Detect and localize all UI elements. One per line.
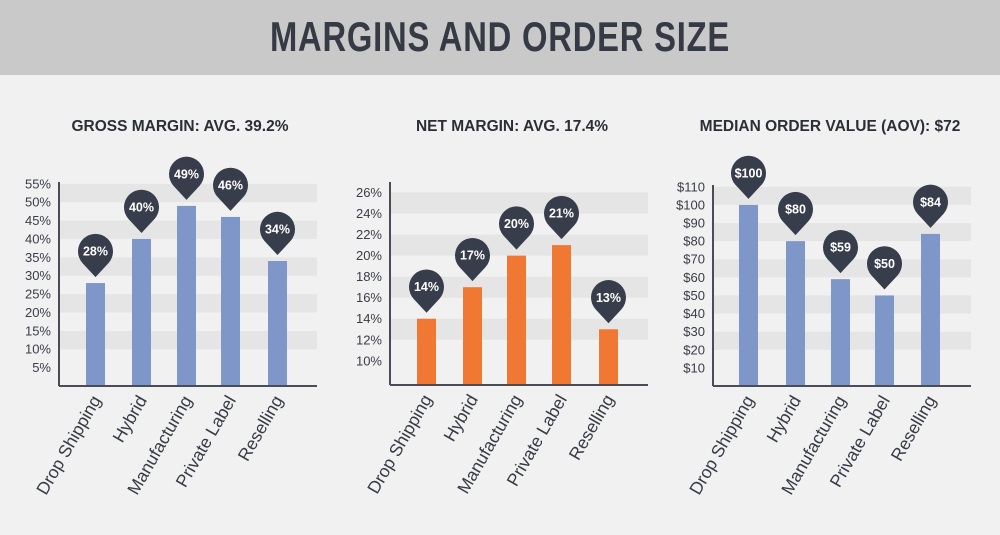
y-tick-label: $20: [683, 342, 705, 357]
data-label: 21%: [549, 207, 574, 221]
y-tick-label: 14%: [356, 311, 382, 326]
bar: [831, 279, 850, 386]
grid-band: [713, 186, 971, 205]
x-category-label: Hybrid: [762, 392, 805, 446]
pin-marker-icon: [124, 189, 159, 233]
y-tick-label: $40: [683, 306, 705, 321]
pin-marker-icon: [591, 280, 627, 324]
data-label: 46%: [218, 178, 243, 192]
bar: [599, 329, 618, 385]
y-tick-label: $30: [683, 324, 705, 339]
bar: [739, 204, 758, 386]
y-tick-label: 55%: [25, 176, 51, 191]
bar: [463, 287, 482, 385]
y-tick-label: 10%: [356, 353, 382, 368]
bar: [921, 233, 940, 386]
pin-marker-icon: [455, 237, 490, 282]
chart-2: NET MARGIN: AVG. 17.4% 10% 12% 14% 16% 18% 20%…: [356, 118, 648, 497]
y-tick-label: $70: [683, 252, 705, 267]
y-tick-label: 45%: [25, 213, 51, 228]
y-tick-label: 20%: [25, 305, 51, 320]
y-tick-label: 12%: [356, 332, 382, 347]
data-label: 28%: [83, 245, 108, 259]
data-label: $84: [920, 195, 941, 209]
y-tick-label: 10%: [25, 342, 51, 357]
bar: [177, 205, 196, 386]
pin-marker-icon: [823, 229, 858, 274]
y-tick-label: 18%: [356, 269, 382, 284]
y-tick-label: $80: [683, 234, 705, 249]
y-tick-label: $10: [683, 360, 705, 375]
x-category-label: Drop Shipping: [32, 392, 105, 498]
grid-band: [390, 192, 648, 214]
x-category-label: Hybrid: [439, 391, 482, 445]
pin-marker-icon: [78, 233, 113, 278]
pin-marker-icon: [498, 206, 534, 250]
y-tick-label: $90: [683, 216, 705, 231]
y-tick-label: 35%: [25, 250, 51, 265]
x-category-label: Drop Shipping: [363, 391, 436, 497]
data-label: $80: [785, 203, 806, 217]
bar: [786, 241, 805, 386]
bar: [507, 255, 526, 385]
y-tick-label: 40%: [25, 231, 51, 246]
data-label: 14%: [414, 280, 439, 294]
title-banner: [0, 0, 1000, 75]
data-label: $100: [735, 166, 763, 180]
bar: [552, 245, 571, 385]
bar: [221, 216, 240, 386]
y-tick-label: 16%: [356, 290, 382, 305]
chart-title: NET MARGIN: AVG. 17.4%: [416, 118, 608, 135]
pin-marker-icon: [544, 195, 579, 240]
y-tick-label: 15%: [25, 323, 51, 338]
pin-marker-icon: [213, 167, 248, 211]
x-category-label: Drop Shipping: [685, 392, 758, 498]
y-tick-label: 50%: [25, 195, 51, 210]
pin-marker-icon: [913, 184, 948, 228]
y-tick-label: 30%: [25, 268, 51, 283]
x-category-label: Reselling: [234, 392, 287, 464]
y-tick-label: 22%: [356, 227, 382, 242]
pin-marker-icon: [409, 269, 444, 313]
data-label: 40%: [129, 200, 154, 214]
pin-marker-icon: [169, 156, 204, 200]
bar: [268, 261, 287, 386]
pin-marker-icon: [867, 246, 902, 290]
bar: [132, 238, 151, 386]
bar: [875, 295, 894, 386]
bar: [417, 318, 436, 385]
x-category-label: Reselling: [565, 391, 618, 463]
y-tick-label: 24%: [356, 206, 382, 221]
data-label: 49%: [174, 167, 199, 181]
chart-3: MEDIAN ORDER VALUE (AOV): $72 $10 $20 $30 $4…: [676, 118, 971, 498]
y-tick-label: 5%: [32, 360, 51, 375]
y-tick-label: 20%: [356, 248, 382, 263]
data-label: 13%: [596, 291, 621, 305]
pin-marker-icon: [778, 191, 814, 236]
data-label: $50: [874, 257, 895, 271]
y-tick-label: $60: [683, 270, 705, 285]
y-tick-label: $100: [676, 197, 705, 212]
x-category-label: Reselling: [887, 392, 940, 464]
y-tick-label: 26%: [356, 185, 382, 200]
y-tick-label: $110: [677, 179, 705, 194]
data-label: $59: [830, 241, 851, 255]
data-label: 20%: [504, 217, 529, 231]
chart-1: GROSS MARGIN: AVG. 39.2% 5% 10% 15% 20% 25% 30…: [25, 118, 317, 498]
chart-title: GROSS MARGIN: AVG. 39.2%: [71, 118, 288, 135]
data-label: 17%: [460, 249, 485, 263]
y-tick-label: $50: [683, 288, 705, 303]
y-tick-label: 25%: [25, 287, 51, 302]
bar: [86, 283, 105, 386]
pin-marker-icon: [260, 211, 295, 256]
data-label: 34%: [265, 223, 290, 237]
pin-marker-icon: [731, 155, 767, 199]
x-category-label: Hybrid: [108, 392, 151, 446]
page-title: MARGINS AND ORDER SIZE: [269, 13, 731, 60]
chart-title: MEDIAN ORDER VALUE (AOV): $72: [700, 118, 961, 135]
